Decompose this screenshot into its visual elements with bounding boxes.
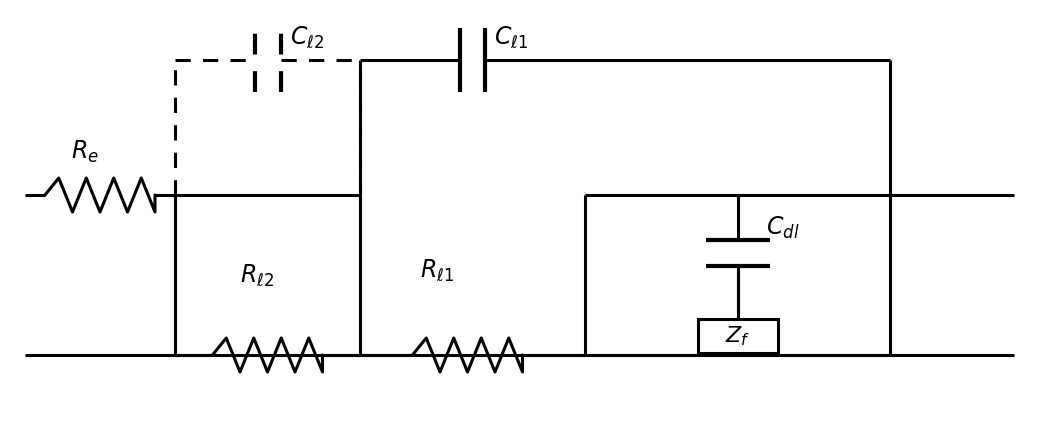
- Text: C$_{dl}$: C$_{dl}$: [766, 215, 799, 241]
- Bar: [697, 319, 777, 353]
- Text: C$_{ℓ 1}$: C$_{ℓ 1}$: [495, 24, 529, 50]
- Text: Z$_f$: Z$_f$: [725, 324, 750, 348]
- Text: R$_{ℓ 1}$: R$_{ℓ 1}$: [421, 257, 455, 283]
- Text: C$_{ℓ 2}$: C$_{ℓ 2}$: [290, 24, 324, 50]
- Text: R$_e$: R$_e$: [71, 139, 99, 165]
- Text: R$_{ℓ 2}$: R$_{ℓ 2}$: [240, 262, 274, 288]
